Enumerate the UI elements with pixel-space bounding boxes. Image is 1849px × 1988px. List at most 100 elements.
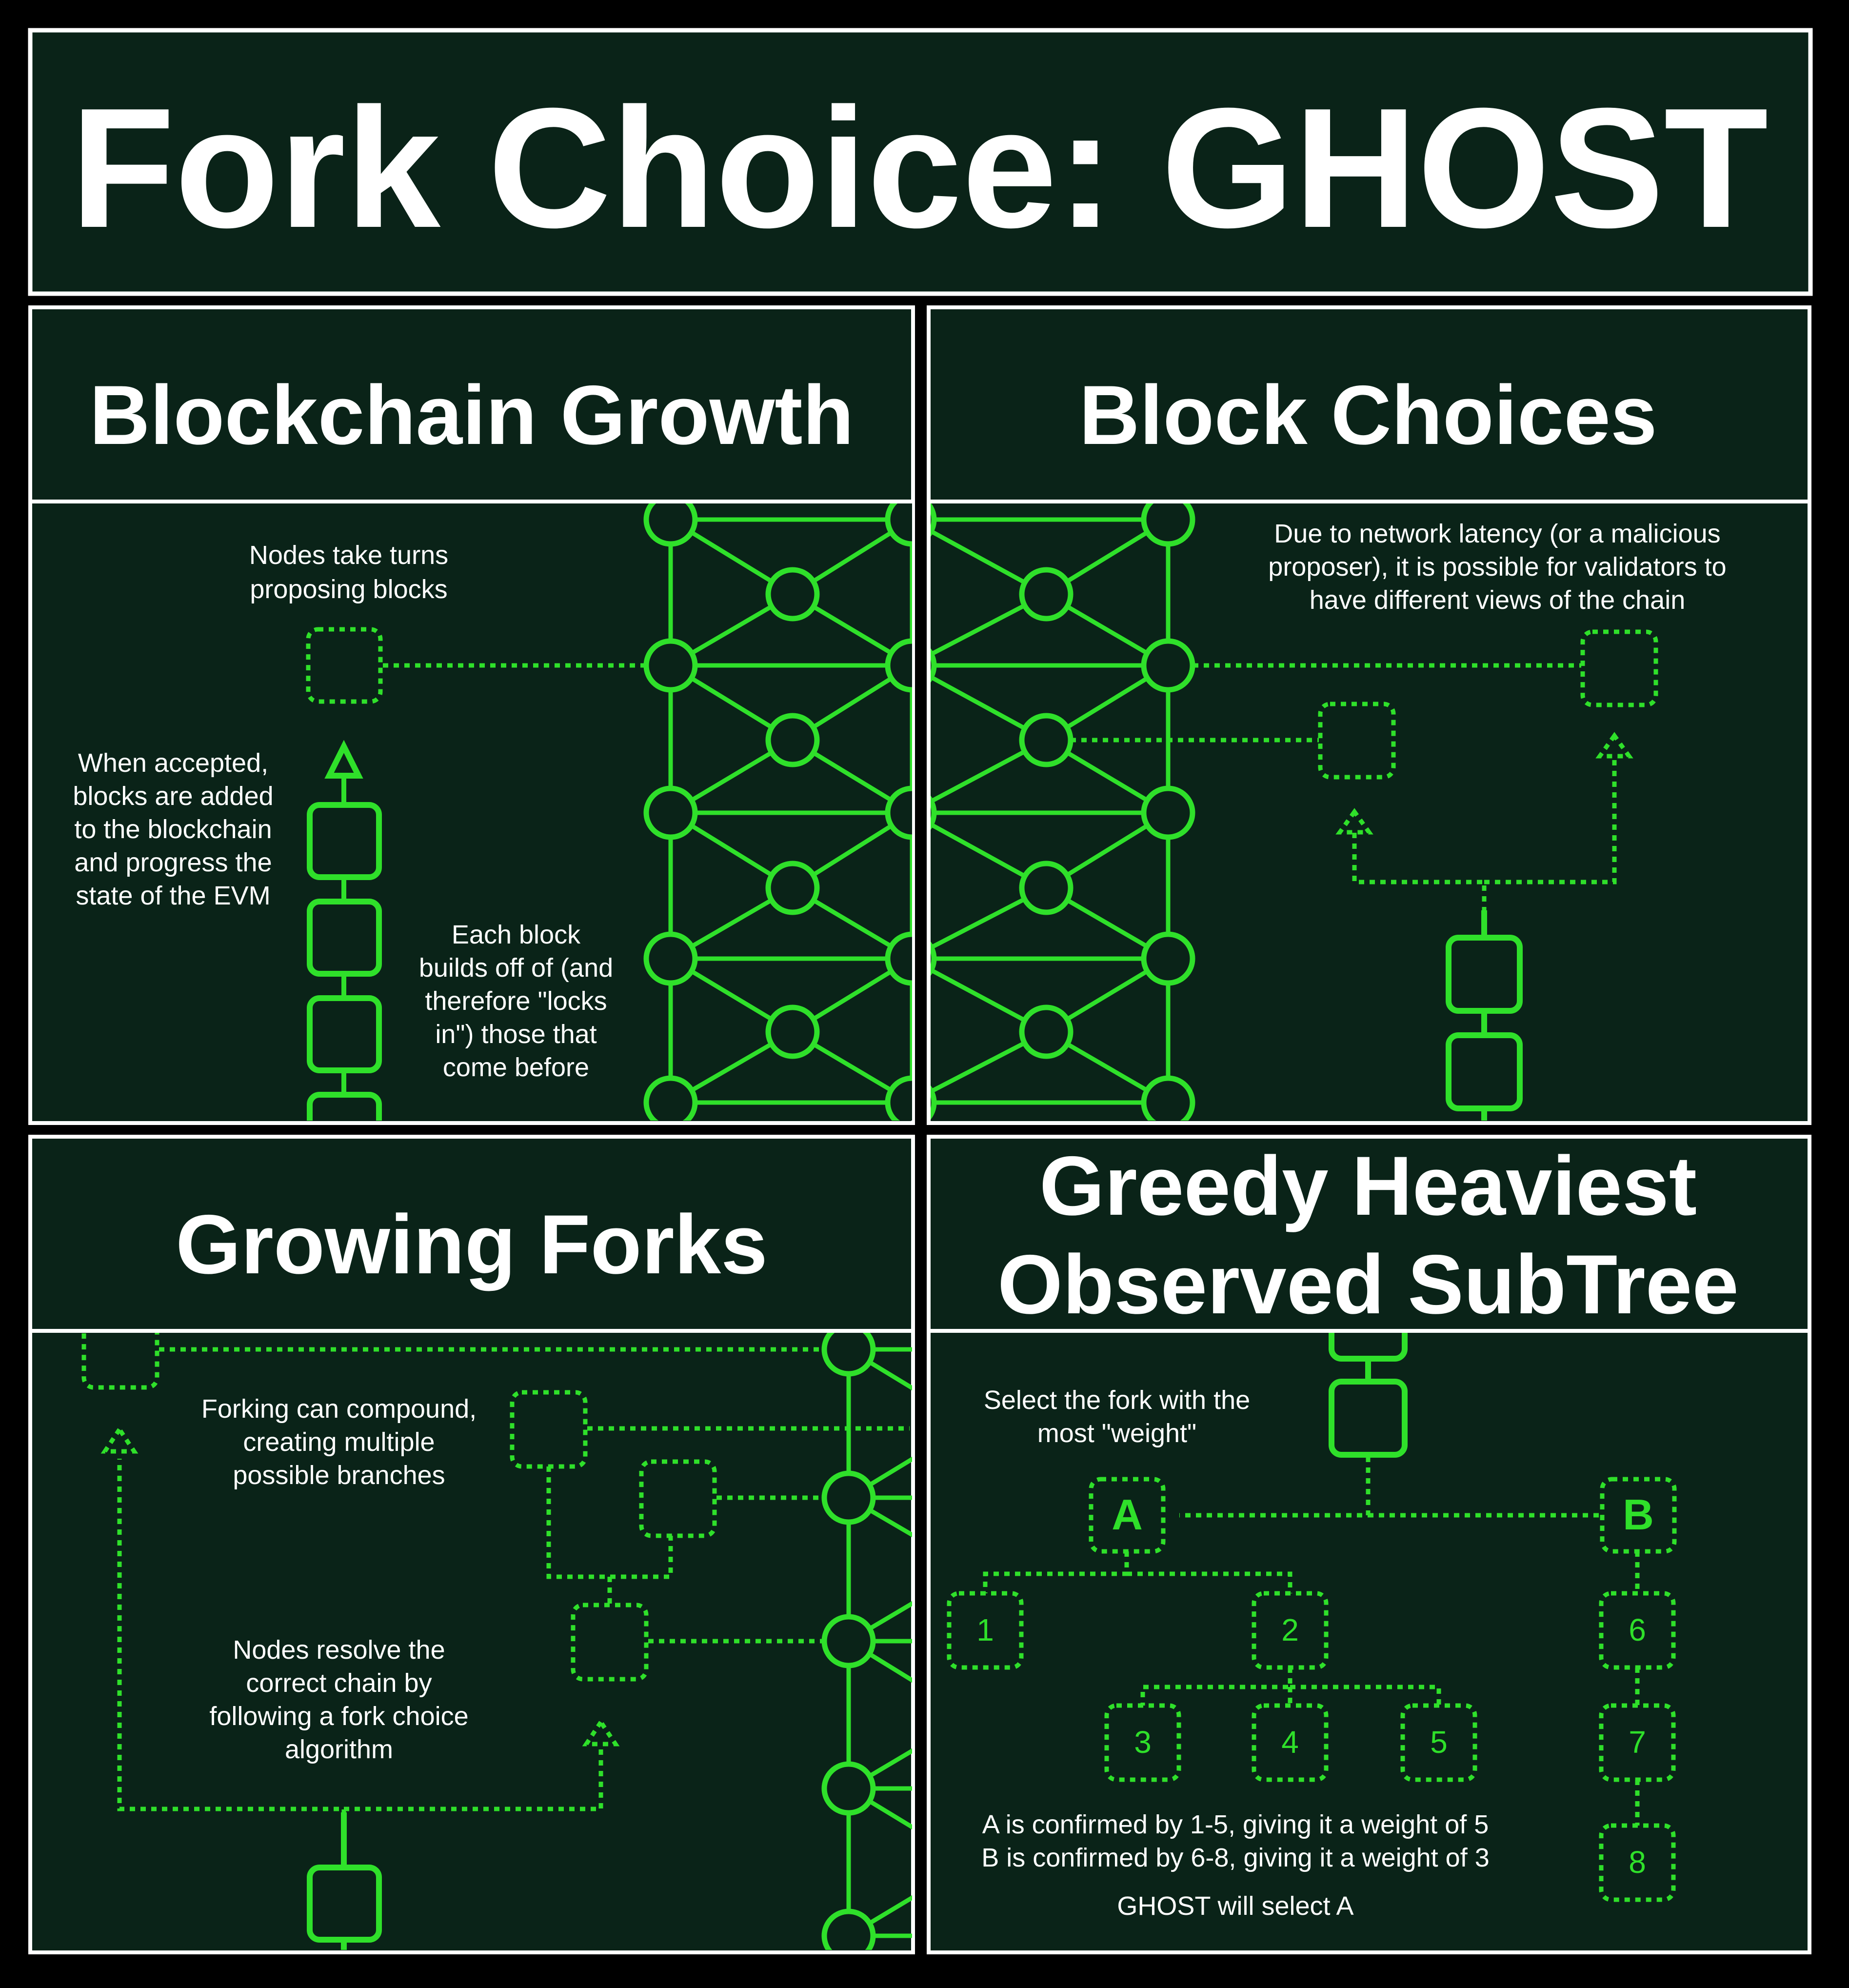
validator-node [1019,861,1074,915]
validator-node [1141,638,1195,693]
child-block [1599,1591,1676,1670]
fork-branch [1484,756,1617,884]
note-resolve: Nodes resolve the correct chain by followi… [209,1635,468,1764]
validator-node [1141,931,1195,986]
fork-arrow-icon [1335,808,1373,835]
tree-branch [1127,1571,1292,1593]
chain-block [1446,935,1523,1014]
validator-node [885,931,912,986]
proposed-block [306,627,383,704]
block-label: 5 [1430,1725,1448,1760]
child-block [1599,1703,1676,1782]
fork-block [571,1603,649,1682]
fork-arrow-icon [1595,732,1633,759]
note-accepted: When accepted, blocks are added to the blo… [73,748,273,910]
chain-block [1329,1379,1408,1458]
validator-node [765,861,820,915]
weight-summary: A is confirmed by 1-5, giving it a weigh… [981,1810,1490,1872]
block-label: 7 [1629,1725,1646,1760]
note-builds-off: Each block builds off of (and therefore "l… [419,920,613,1082]
validator-node [765,567,820,622]
validator-node [1019,1004,1074,1059]
fork-label-b: B [1623,1490,1654,1539]
child-block [1252,1591,1329,1670]
note-compound: Forking can compound, creating multiple po… [201,1394,477,1490]
validator-node [1141,785,1195,840]
panel-title-ghost-line-1: Greedy Heaviest [1039,1139,1697,1233]
validator-node [821,1614,876,1668]
child-block [1252,1703,1329,1782]
tree-branch [983,1551,1129,1593]
validator-node [931,941,937,976]
block-label: 3 [1134,1725,1152,1760]
note-select-weight: Select the fork with the most "weight" [984,1386,1250,1448]
child-block [947,1591,1024,1670]
validator-node [643,931,698,986]
block-label: 8 [1629,1845,1646,1880]
validator-node [931,503,937,537]
validator-node [765,713,820,767]
panel-title-ghost-line-2: Observed SubTree [997,1238,1739,1331]
validator-node [1019,713,1074,767]
panel-title-blockchain-growth: Blockchain Growth [89,368,854,462]
validator-node [643,638,698,693]
validator-node [885,503,912,547]
validator-node [1141,503,1195,547]
validator-node [821,1333,876,1377]
panel-title-block-choices: Block Choices [1079,368,1657,462]
validator-node [931,648,937,683]
validator-network-mesh [821,1333,912,1950]
fork-branch [546,1466,673,1579]
chain-block [307,995,382,1073]
fork-block [639,1459,717,1538]
fork-arrow-icon [582,1718,620,1747]
fork-node-b [1600,1477,1677,1554]
panel-block-choices [927,305,1811,1125]
validator-node [931,1085,937,1120]
chain-block [307,802,382,880]
competing-block [1580,629,1658,707]
validator-node [765,1004,820,1059]
chain-block [307,899,382,977]
child-block [1104,1703,1181,1782]
tree-branch [1290,1685,1441,1706]
child-block [1400,1703,1477,1782]
validator-node [885,1075,912,1121]
note-latency: Due to network latency (or a malicious pr… [1268,519,1726,615]
panel-title-growing-forks: Growing Forks [176,1198,768,1291]
page-title: Fork Choice: GHOST [71,73,1769,263]
conclusion: GHOST will select A [1117,1891,1353,1921]
validator-node [821,1761,876,1816]
validator-node [821,1908,876,1950]
child-block [1599,1823,1676,1902]
chain-block [1446,1032,1523,1111]
panel-growing-forks [28,1135,915,1954]
chain-block [307,1092,382,1121]
validator-network-mesh [643,503,912,1121]
fork-label-a: A [1112,1490,1143,1539]
validator-node [885,638,912,693]
validator-node [821,1470,876,1525]
chain-block [1329,1333,1408,1362]
validator-network-mesh [931,503,1195,1121]
block-label: 2 [1281,1612,1299,1647]
validator-node [885,785,912,840]
fork-node-a [1089,1477,1166,1554]
fork-branch [1352,832,1487,912]
note-proposing: Nodes take turns proposing blocks [249,541,448,604]
fork-block [81,1333,159,1390]
competing-block [1318,702,1396,780]
title-banner [28,28,1813,296]
validator-node [931,795,937,830]
fork-arrow-icon [100,1425,139,1454]
tree-branch [1140,1667,1292,1706]
panel-ghost [927,1135,1811,1954]
block-label: 4 [1281,1725,1299,1760]
validator-node [643,503,698,547]
validator-node [643,785,698,840]
validator-node [1141,1075,1195,1121]
panel-blockchain-growth [28,305,915,1125]
fork-branch [117,1459,346,1815]
validator-node [643,1075,698,1121]
